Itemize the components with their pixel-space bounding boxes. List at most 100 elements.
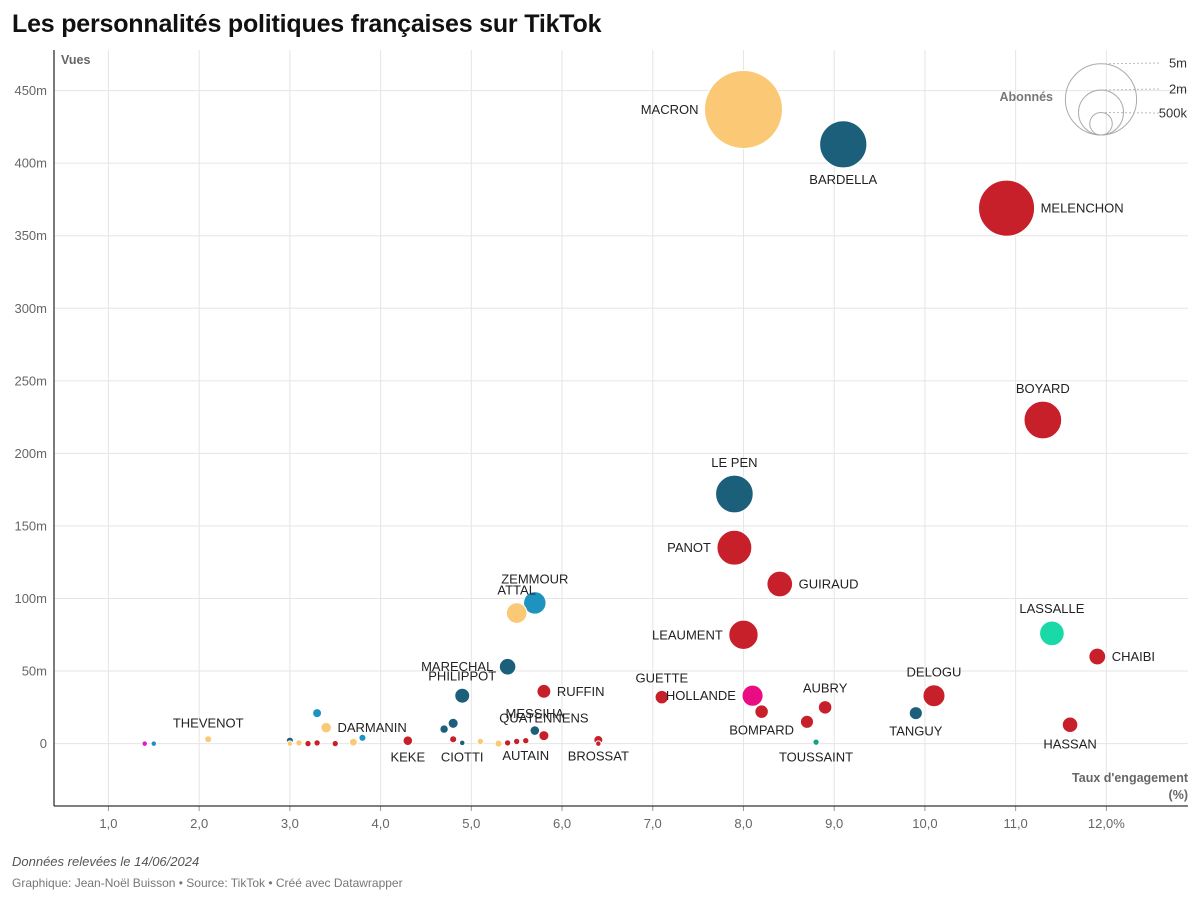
x-tick-label: 10,0 <box>912 816 937 831</box>
bubble-darmanin <box>320 721 332 734</box>
bubble-label: BARDELLA <box>809 172 877 187</box>
bubble-guette <box>654 689 670 705</box>
bubble-label: MESSIHA <box>506 706 565 721</box>
bubble <box>476 737 485 746</box>
bubble-label: BROSSAT <box>568 748 629 763</box>
bubble-label: AUTAIN <box>502 748 549 763</box>
bubble-label: DELOGU <box>907 665 962 680</box>
bubble-label: TANGUY <box>889 724 943 739</box>
x-tick-label: 12,0% <box>1088 816 1125 831</box>
bubble-label: PANOT <box>667 540 711 555</box>
size-legend-title: Abonnés <box>1000 90 1054 104</box>
x-tick-label: 6,0 <box>553 816 571 831</box>
bubble <box>449 735 458 744</box>
bubbles <box>141 69 1107 748</box>
bubble-label: GUIRAUD <box>799 576 859 591</box>
bubble-zemmour <box>523 591 547 615</box>
y-tick-label: 100m <box>14 591 47 606</box>
x-tick-label: 3,0 <box>281 816 299 831</box>
bubble <box>295 739 303 747</box>
size-legend-leader <box>1100 88 1161 91</box>
chart-title: Les personnalités politiques françaises … <box>12 10 602 38</box>
bubble-bompard <box>754 704 769 719</box>
bubble <box>141 740 148 747</box>
y-tick-label: 50m <box>22 664 47 679</box>
bubble-keke <box>402 735 414 746</box>
bubble-toussaint <box>812 738 820 746</box>
bubble-label: KEKE <box>390 749 425 764</box>
x-tick-label: 7,0 <box>644 816 662 831</box>
bubble-label: GUETTE <box>635 670 688 685</box>
bubble-thevenot <box>204 735 213 744</box>
bubble-label: MELENCHON <box>1041 201 1124 216</box>
bubble-label: PHILIPPOT <box>428 668 496 683</box>
bubble-guiraud <box>766 570 794 598</box>
bubble <box>304 739 312 748</box>
y-tick-label: 150m <box>14 518 47 533</box>
size-legend-circle <box>1089 111 1113 136</box>
bubble-labels: MACRON BARDELLA MELENCHON BOYARD LE PEN PANOT… <box>173 102 1155 765</box>
bubble-label: HASSAN <box>1043 737 1096 752</box>
bubble <box>503 739 512 747</box>
bubble-label: AUBRY <box>803 681 848 696</box>
bubble-label: MARECHAL <box>421 659 493 674</box>
bubble-ciotti <box>458 739 466 747</box>
bubble-label: ATTAL <box>497 583 536 598</box>
bubble <box>358 733 367 742</box>
bubble-label: MACRON <box>641 102 699 117</box>
bubble-label: THEVENOT <box>173 716 244 731</box>
x-axis-label: Taux d'engagement <box>1072 771 1189 785</box>
bubble-aubry <box>817 700 833 715</box>
bubble-attal <box>505 602 528 624</box>
bubble-label: BOYARD <box>1016 381 1070 396</box>
x-tick-label: 1,0 <box>99 816 117 831</box>
bubble-hollande <box>741 684 764 707</box>
size-legend-circle <box>1064 63 1138 136</box>
bubble <box>348 737 358 747</box>
bubble <box>595 740 602 747</box>
bubble-label: RUFFIN <box>557 684 605 699</box>
x-tick-label: 9,0 <box>825 816 843 831</box>
bubble-panot <box>716 529 753 566</box>
bubble-label: LASSALLE <box>1019 601 1084 616</box>
bubble-label: DARMANIN <box>337 720 406 735</box>
bubble <box>150 740 158 747</box>
y-tick-label: 250m <box>14 373 47 388</box>
bubble-label: BOMPARD <box>729 722 794 737</box>
bubble <box>331 739 339 748</box>
size-legend-leader <box>1100 111 1161 114</box>
bubble-bardella <box>819 120 868 169</box>
bubble-hassan <box>1061 716 1079 734</box>
bubble-leaument <box>728 619 759 650</box>
bubble-macron <box>703 69 783 149</box>
bubble-delogu <box>922 684 946 708</box>
bubble-label: CIOTTI <box>441 750 484 765</box>
data-date-note: Données relevées le 14/06/2024 <box>12 854 200 869</box>
bubble-label: LEAUMENT <box>652 627 723 642</box>
bubble-autain <box>522 737 530 745</box>
y-tick-label: 400m <box>14 156 47 171</box>
bubble <box>494 739 503 748</box>
bubble <box>313 739 321 747</box>
grid-lines <box>54 50 1188 806</box>
bubble-ruffin <box>536 683 552 699</box>
bubble <box>286 740 294 747</box>
x-tick-label: 4,0 <box>372 816 390 831</box>
size-legend-label: 500k <box>1159 106 1188 121</box>
y-tick-label: 0 <box>40 736 47 751</box>
size-legend: Abonnés 5m 2m 500k <box>1000 56 1188 136</box>
bubble <box>439 724 449 734</box>
bubble-melenchon <box>978 179 1036 237</box>
bubble <box>312 708 323 719</box>
bubble-label: QUATENNENS <box>499 711 589 726</box>
size-legend-label: 2m <box>1169 82 1187 97</box>
x-axis-unit: (%) <box>1169 788 1188 802</box>
bubble <box>512 737 521 746</box>
bubble-boyard <box>1023 400 1063 440</box>
bubble-label: ZEMMOUR <box>501 572 568 587</box>
size-legend-label: 5m <box>1169 56 1187 71</box>
x-tick-label: 5,0 <box>462 816 480 831</box>
bubble-lassalle <box>1039 620 1065 647</box>
bubble-le pen <box>715 474 754 514</box>
